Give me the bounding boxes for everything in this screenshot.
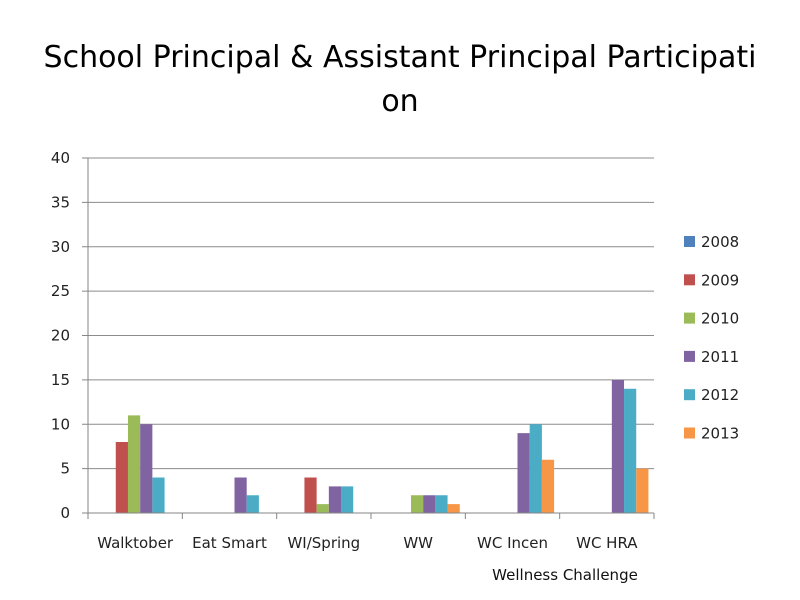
bar-2010-0 (127, 415, 141, 513)
chart-title-line-2: on (381, 84, 419, 119)
bar-2011-3 (423, 495, 436, 513)
bar-2011-5 (611, 379, 625, 513)
legend-swatch-2009 (684, 274, 695, 286)
bar-2012-5 (624, 388, 637, 513)
bar-2013-4 (541, 459, 555, 513)
legend-label-2012: 2012 (701, 386, 739, 404)
legend: 2008 2009 2010 2011 2012 2013 (684, 233, 739, 443)
y-tick-label-40: 40 (51, 149, 70, 167)
bar-2009-0 (115, 442, 128, 513)
bar-2011-2 (328, 486, 342, 513)
x-tick-label-4: WC Incen (477, 534, 548, 552)
y-tick-label-5: 5 (60, 460, 70, 478)
y-tick-label-0: 0 (60, 504, 70, 522)
gridlines (88, 157, 654, 514)
legend-label-2008: 2008 (701, 233, 739, 251)
x-tick-label-1: Eat Smart (192, 534, 267, 552)
chart-title: School Principal & Assistant Principal P… (40, 36, 760, 124)
bar-2013-5 (636, 468, 649, 513)
bar-2009-2 (304, 477, 317, 513)
x-tick-label-0: Walktober (97, 534, 174, 552)
bar-2010-2 (316, 504, 329, 513)
x-tick-label-3: WW (403, 534, 433, 552)
bar-2013-3 (447, 504, 460, 513)
bar-2012-0 (152, 477, 165, 513)
legend-swatch-2010 (684, 312, 695, 324)
bar-2012-1 (246, 495, 259, 513)
bar-2012-3 (435, 495, 448, 513)
legend-swatch-2011 (684, 350, 695, 362)
x-tick-label-5: WC HRA (576, 534, 638, 552)
bar-2010-3 (410, 495, 424, 513)
y-tick-label-35: 35 (51, 193, 70, 211)
legend-label-2013: 2013 (701, 425, 739, 443)
y-tick-label-15: 15 (51, 371, 70, 389)
legend-swatch-2008 (684, 236, 695, 247)
x-axis: Walktober Eat Smart WI/Spring WW WC Incen WC … (87, 158, 655, 552)
bar-2011-0 (140, 424, 153, 513)
x-tick-label-2: WI/Spring (287, 534, 360, 552)
legend-label-2011: 2011 (701, 348, 739, 366)
y-tick-label-10: 10 (51, 415, 70, 433)
bar-2012-4 (529, 424, 542, 513)
y-tick-label-25: 25 (51, 282, 70, 300)
bar-2011-1 (234, 477, 247, 513)
legend-label-2009: 2009 (701, 271, 739, 289)
y-tick-label-20: 20 (51, 327, 70, 345)
legend-swatch-2013 (684, 427, 695, 439)
legend-swatch-2012 (684, 389, 695, 401)
bars (115, 379, 649, 513)
y-tick-label-30: 30 (51, 238, 70, 256)
chart-title-line-1: School Principal & Assistant Principal P… (43, 40, 757, 75)
y-axis-ticks: 0 5 10 15 20 25 30 35 40 (51, 149, 88, 522)
x-axis-title: Wellness Challenge (492, 566, 638, 584)
legend-label-2010: 2010 (701, 310, 739, 328)
bar-2012-2 (341, 486, 354, 513)
bar-2011-4 (517, 433, 530, 513)
